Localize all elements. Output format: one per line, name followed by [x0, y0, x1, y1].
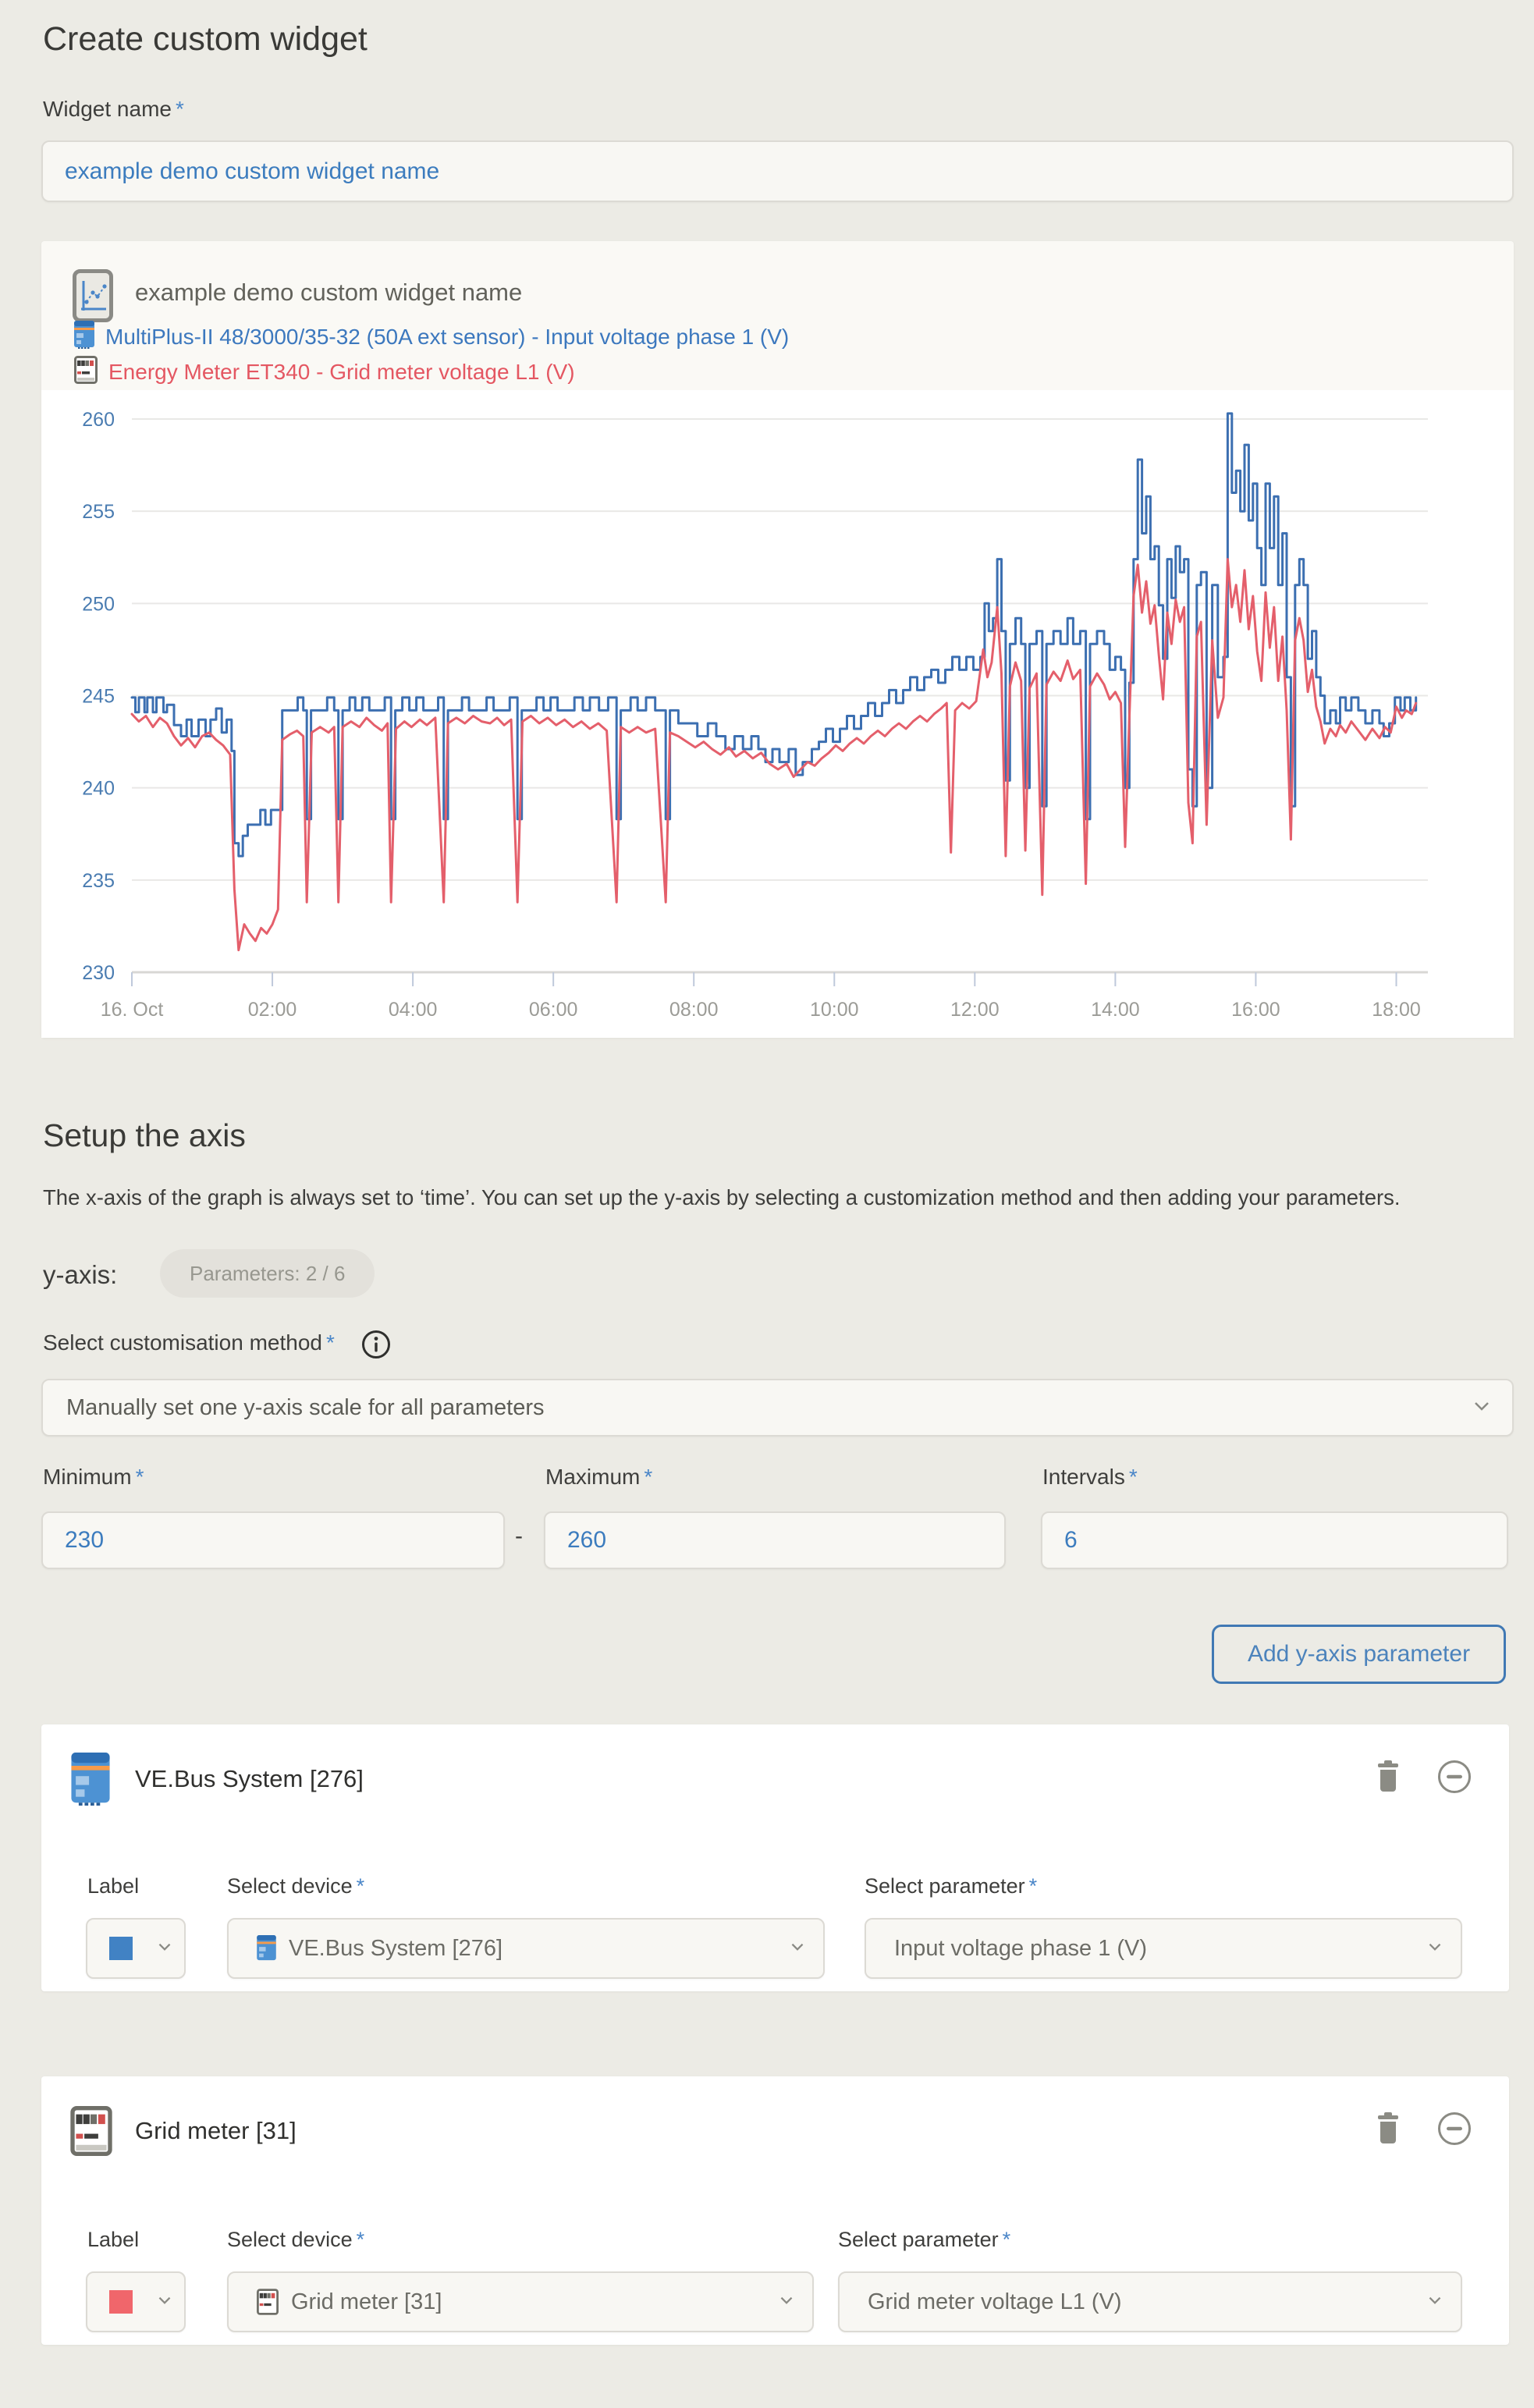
- chevron-down-icon: [1473, 1401, 1490, 1415]
- select-device-label: Select device *: [227, 1874, 365, 1898]
- device-select[interactable]: VE.Bus System [276]: [227, 1918, 825, 1979]
- label-label: Label: [87, 2228, 140, 2251]
- svg-text:04:00: 04:00: [389, 999, 438, 1021]
- chevron-down-icon: [779, 2295, 794, 2309]
- svg-text:10:00: 10:00: [810, 999, 859, 1021]
- svg-text:06:00: 06:00: [529, 999, 578, 1021]
- maximum-input[interactable]: [544, 1511, 1006, 1569]
- widget-name-input[interactable]: [41, 140, 1514, 202]
- svg-text:18:00: 18:00: [1372, 999, 1421, 1021]
- label-color-select[interactable]: [86, 2271, 186, 2332]
- add-y-axis-parameter-button[interactable]: Add y-axis parameter: [1212, 1625, 1506, 1684]
- y-axis-label: y-axis:: [43, 1260, 118, 1289]
- chevron-down-icon: [158, 2295, 172, 2309]
- chart-svg: 260 255 250 245 240 235 230 16. Oct 02:00 04:00 06…: [41, 390, 1514, 1038]
- required-mark: *: [175, 97, 184, 121]
- collapse-parameter-icon[interactable]: [1436, 2111, 1472, 2149]
- color-swatch-blue: [109, 1937, 133, 1960]
- preview-widget-title: example demo custom widget name: [135, 279, 523, 306]
- device-select[interactable]: Grid meter [31]: [227, 2271, 814, 2332]
- energy-meter-device-icon: [70, 2106, 112, 2160]
- intervals-input[interactable]: [1041, 1511, 1508, 1569]
- svg-text:08:00: 08:00: [669, 999, 719, 1021]
- chevron-down-icon: [790, 1941, 804, 1955]
- color-swatch-red: [109, 2290, 133, 2314]
- range-separator: -: [515, 1523, 523, 1549]
- label-label: Label: [87, 1874, 140, 1898]
- delete-parameter-icon[interactable]: [1377, 1760, 1399, 1795]
- minimum-label: Minimum *: [43, 1465, 144, 1489]
- multiplus-device-icon: [257, 1935, 276, 1962]
- energy-meter-device-icon: [74, 356, 98, 388]
- select-parameter-label: Select parameter *: [838, 2228, 1011, 2251]
- svg-text:12:00: 12:00: [950, 999, 1000, 1021]
- svg-text:14:00: 14:00: [1091, 999, 1140, 1021]
- parameter-card-vebus: VE.Bus System [276] Label Select device *…: [41, 1724, 1509, 1991]
- chevron-down-icon: [1428, 2295, 1442, 2309]
- setup-axis-heading: Setup the axis: [43, 1117, 246, 1153]
- maximum-label: Maximum *: [545, 1465, 653, 1489]
- legend-item-multiplus: MultiPlus-II 48/3000/35-32 (50A ext sens…: [74, 321, 789, 353]
- legend-item-energy-meter: Energy Meter ET340 - Grid meter voltage …: [74, 356, 575, 388]
- parameter-card-grid-meter: Grid meter [31] Label Select device * Sel…: [41, 2076, 1509, 2345]
- legend-label-multiplus: MultiPlus-II 48/3000/35-32 (50A ext sens…: [105, 324, 790, 349]
- svg-text:250: 250: [82, 593, 115, 615]
- chevron-down-icon: [158, 1941, 172, 1955]
- svg-text:255: 255: [82, 501, 115, 523]
- parameter-select[interactable]: Grid meter voltage L1 (V): [838, 2271, 1462, 2332]
- intervals-label: Intervals *: [1042, 1465, 1138, 1489]
- multiplus-device-icon: [70, 1753, 111, 1810]
- page-title: Create custom widget: [43, 20, 368, 58]
- customisation-method-label: Select customisation method *: [43, 1330, 335, 1355]
- multiplus-device-icon: [74, 321, 94, 353]
- legend-label-energy-meter: Energy Meter ET340 - Grid meter voltage …: [108, 359, 575, 384]
- svg-text:16. Oct: 16. Oct: [101, 999, 164, 1021]
- setup-axis-description: The x-axis of the graph is always set to…: [43, 1185, 1401, 1209]
- info-icon[interactable]: [360, 1329, 392, 1360]
- card-title: Grid meter [31]: [135, 2117, 297, 2144]
- delete-parameter-icon[interactable]: [1377, 2112, 1399, 2147]
- widget-name-label: Widget name *: [43, 97, 184, 121]
- svg-text:240: 240: [82, 778, 115, 800]
- parameters-count-badge: Parameters: 2 / 6: [160, 1249, 375, 1298]
- select-device-label: Select device *: [227, 2228, 365, 2251]
- energy-meter-device-icon: [257, 2289, 279, 2315]
- svg-text:02:00: 02:00: [248, 999, 297, 1021]
- chevron-down-icon: [1428, 1941, 1442, 1955]
- custom-widget-chart-icon: [73, 269, 113, 326]
- required-mark: *: [325, 1330, 335, 1355]
- svg-text:260: 260: [82, 409, 115, 431]
- customisation-method-select[interactable]: Manually set one y-axis scale for all pa…: [41, 1379, 1514, 1437]
- select-parameter-label: Select parameter *: [865, 1874, 1038, 1898]
- minimum-input[interactable]: [41, 1511, 505, 1569]
- card-title: VE.Bus System [276]: [135, 1765, 364, 1792]
- svg-text:16:00: 16:00: [1231, 999, 1280, 1021]
- svg-text:235: 235: [82, 870, 115, 892]
- svg-text:230: 230: [82, 962, 115, 984]
- parameter-select[interactable]: Input voltage phase 1 (V): [865, 1918, 1462, 1979]
- collapse-parameter-icon[interactable]: [1436, 1759, 1472, 1797]
- widget-preview-card: example demo custom widget name MultiPlu…: [41, 241, 1514, 1038]
- label-color-select[interactable]: [86, 1918, 186, 1979]
- chart-area: 260 255 250 245 240 235 230 16. Oct 02:00 04:00 06…: [41, 390, 1514, 1038]
- svg-text:245: 245: [82, 686, 115, 708]
